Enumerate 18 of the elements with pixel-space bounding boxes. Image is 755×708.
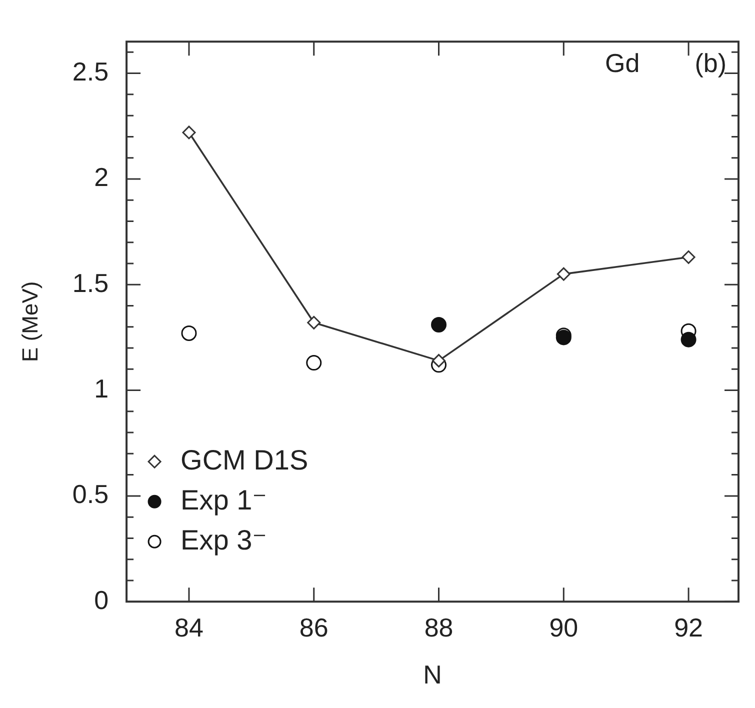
annotation: Gd xyxy=(605,48,640,78)
x-tick-label: 88 xyxy=(424,612,454,642)
legend-label: GCM D1S xyxy=(180,444,308,476)
y-tick-label: 1 xyxy=(94,373,109,404)
annotation: (b) xyxy=(694,48,726,78)
legend-label: Exp 1⁻ xyxy=(180,484,267,516)
x-tick-label: 90 xyxy=(549,612,578,642)
y-tick-label: 0 xyxy=(94,584,109,615)
y-tick-label: 0.5 xyxy=(72,479,109,510)
x-tick-label: 84 xyxy=(174,612,204,642)
x-tick-label: 86 xyxy=(299,612,328,642)
y-tick-label: 2 xyxy=(94,162,109,192)
y-tick-label: 1.5 xyxy=(72,268,109,298)
y-tick-label: 2.5 xyxy=(72,56,109,86)
x-tick-label: 92 xyxy=(674,612,704,642)
y-axis-title: E (MeV) xyxy=(17,281,42,362)
legend-label: Exp 3⁻ xyxy=(180,524,267,556)
x-axis-title: N xyxy=(423,660,442,690)
